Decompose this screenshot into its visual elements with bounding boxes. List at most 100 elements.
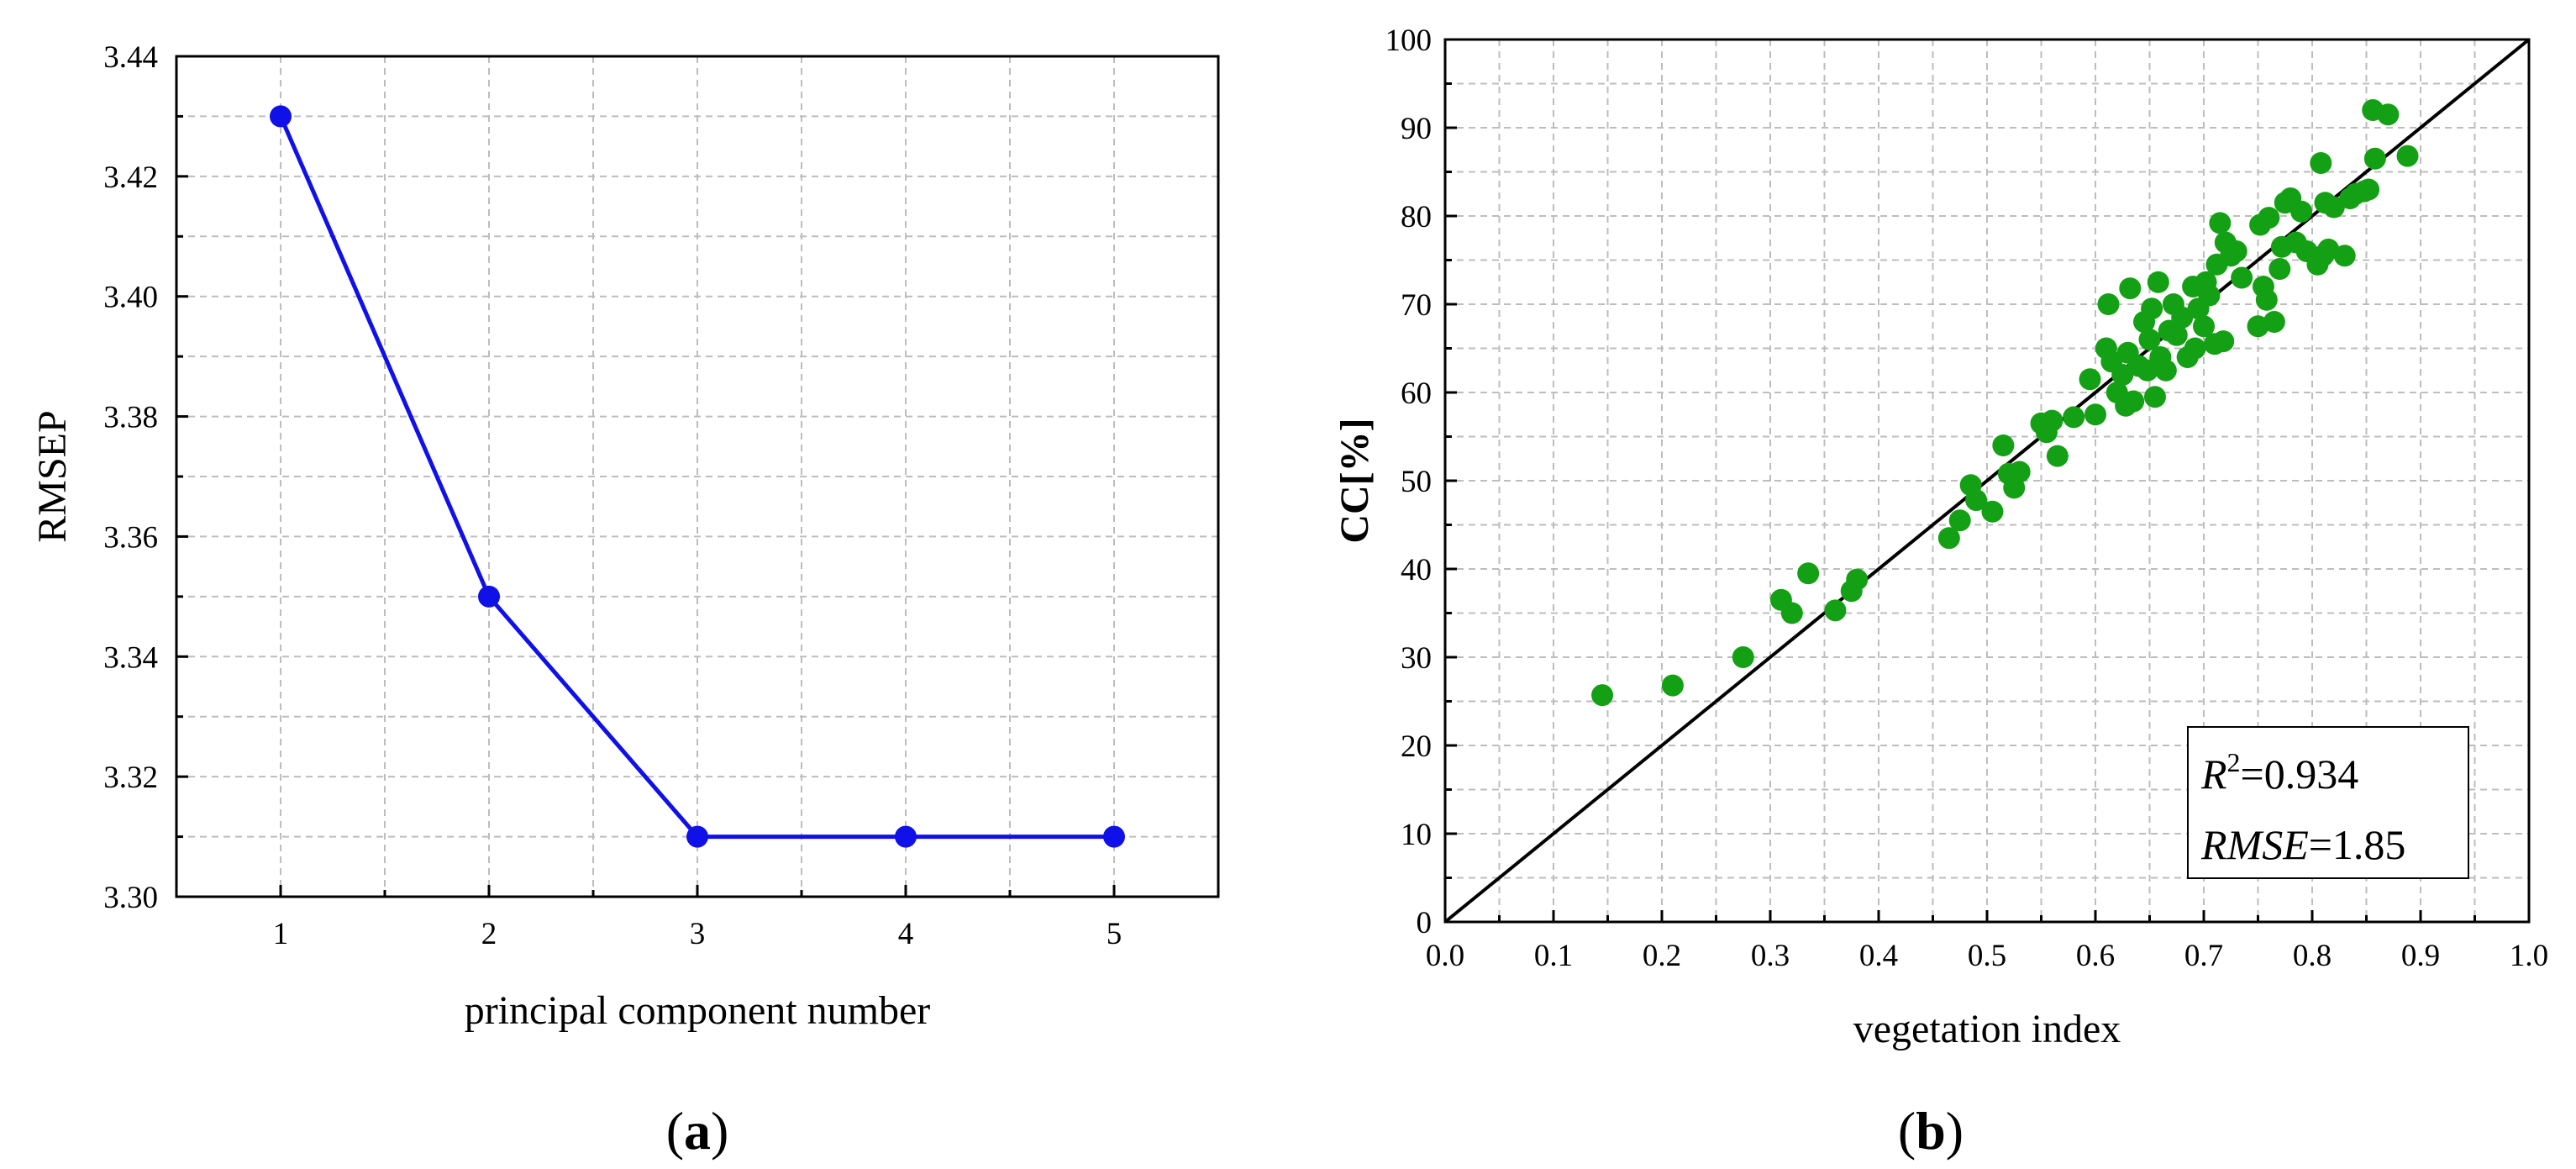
panel-b-letter: b [1916,1101,1946,1161]
cc-point [1981,500,2004,523]
panel-a-gridlines [176,56,1218,897]
panel-b-x-tick-label: 0.2 [1643,939,1681,973]
cc-point [2097,293,2120,315]
r-squared-annotation: R2=0.934 [2200,747,2358,798]
cc-point [2322,196,2345,219]
panel-a-y-tick-labels: 3.30 3.32 3.34 3.36 3.38 3.40 3.42 3.44 [103,40,158,915]
cc-point [2231,266,2253,289]
cc-point [1937,527,1960,550]
cc-point [1780,602,1803,624]
panel-a-y-tick-label: 3.34 [103,640,158,675]
panel-b-label: (b) [1898,1101,1964,1161]
cc-point [2258,207,2280,229]
rmse-value: =1.85 [2309,821,2406,868]
panel-a-y-tick-label: 3.40 [103,281,158,315]
panel-b-x-axis-title: vegetation index [1853,1007,2121,1051]
panel-a-x-axis-title: principal component number [465,988,931,1033]
panel-b-y-tick-label: 90 [1401,112,1432,146]
panel-a-tick-marks [176,55,1116,898]
panel-a-y-axis-title: RMSEP [30,410,75,542]
cc-point [2363,147,2386,170]
rmsep-point [895,825,917,848]
panel-b-x-tick-label: 1.0 [2510,939,2548,973]
rmse-annotation: RMSE=1.85 [2200,821,2405,868]
panel-b-tick-marks [1443,38,2531,924]
rmsep-point [270,105,292,128]
panel-a-x-tick-label: 4 [898,917,914,951]
panel-b-y-tick-label: 50 [1401,465,1432,499]
panel-a-rmsep-chart: 3.30 3.32 3.34 3.36 3.38 3.40 3.42 3.44 1 2 3 4 5 p… [30,40,1220,1161]
cc-point [2143,386,2166,408]
cc-point [2154,359,2177,382]
panel-b-y-tick-label: 70 [1401,288,1432,323]
rmsep-point [1103,825,1125,848]
cc-point [1797,562,1820,585]
panel-a-label: (a) [666,1101,729,1161]
stats-legend-box: R2=0.934 RMSE=1.85 [2187,726,2469,879]
cc-point [2290,200,2313,223]
panel-a-x-tick-label: 5 [1107,917,1122,951]
panel-b-y-tick-label: 100 [1385,24,1433,58]
cc-point [1661,674,1684,697]
panel-b-y-tick-label: 20 [1401,729,1432,764]
cc-point [2225,240,2247,262]
panel-a-x-tick-labels: 1 2 3 4 5 [273,917,1122,951]
panel-a-y-tick-label: 3.38 [103,401,158,435]
rmse-symbol: RMSE [2200,821,2309,868]
cc-point [2255,288,2278,311]
panel-a-y-tick-label: 3.30 [103,881,158,915]
panel-a-y-tick-label: 3.36 [103,520,158,555]
cc-point [2084,403,2106,426]
panel-b-x-tick-label: 0.5 [1968,939,2006,973]
cc-point [1846,568,1869,591]
cc-point [2046,445,2069,467]
cc-point [2263,311,2285,333]
cc-point [2165,324,2188,346]
panel-b-x-tick-label: 0.3 [1751,939,1790,973]
cc-point [1591,684,1614,707]
cc-point [2212,330,2235,353]
cc-point [2079,368,2101,391]
cc-point [2147,271,2169,293]
cc-point [1948,509,1971,532]
panel-b-x-tick-label: 0.6 [2076,939,2115,973]
cc-point [2138,329,2161,350]
panel-b-y-axis-title: CC[%] [1333,418,1377,543]
panel-b-x-tick-label: 0.4 [1859,939,1898,973]
panel-b-y-tick-label: 80 [1401,200,1432,234]
cc-point [2111,364,2134,386]
cc-point [2396,145,2419,167]
panel-a-x-tick-label: 3 [690,917,706,951]
panel-a-x-tick-label: 2 [481,917,497,951]
panel-b-x-tick-label: 0.9 [2401,939,2440,973]
r2-superscript: 2 [2227,747,2241,777]
r2-symbol: R [2200,750,2227,798]
panel-b-y-tick-labels: 0 10 20 30 40 50 60 70 80 90 100 [1385,24,1433,940]
panel-a-letter: a [684,1101,711,1161]
cc-scatter-points [1591,99,2419,707]
panel-b-x-tick-label: 0.1 [1534,939,1573,973]
cc-point [2310,152,2332,174]
cc-point [1965,489,1988,512]
panel-b-x-tick-label: 0.7 [2184,939,2223,973]
rmsep-point [478,585,500,608]
panel-b-y-tick-label: 10 [1401,818,1432,852]
cc-point [2193,315,2215,338]
cc-point [2063,406,2085,429]
cc-point [2209,212,2232,234]
cc-point [2171,306,2194,329]
cc-point [1992,434,2015,456]
cc-point [2041,409,2063,432]
stats-legend-frame [2187,726,2469,879]
panel-a-y-tick-label: 3.42 [103,161,158,195]
cc-point [2358,178,2380,201]
cc-point [2377,103,2400,126]
cc-point [2008,461,2031,483]
panel-b-y-tick-label: 40 [1401,553,1432,587]
cc-point [2268,258,2291,280]
cc-point [1824,599,1847,622]
panel-a-x-tick-label: 1 [273,917,289,951]
panel-b-gridlines [1445,39,2529,922]
